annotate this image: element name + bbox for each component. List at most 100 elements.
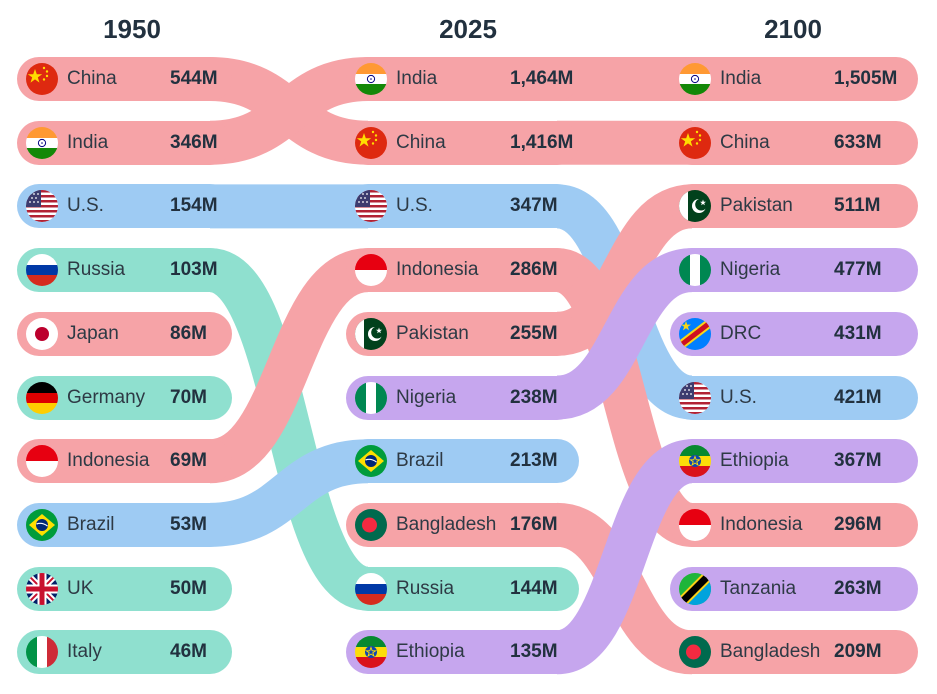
pill-bangladesh-2100: Bangladesh 209M	[670, 630, 918, 675]
pill-china-2100: China 633M	[670, 120, 918, 165]
population-value: 296M	[834, 513, 882, 535]
population-value: 633M	[834, 131, 882, 153]
pill-china-1950: China 544M	[17, 57, 232, 101]
pill-tanzania-2100: Tanzania 263M	[670, 566, 918, 611]
ribbon-nigeria-2025-2100	[554, 248, 695, 420]
country-name: Brazil	[67, 513, 115, 535]
flag-bd-icon	[355, 508, 387, 541]
population-value: 347M	[510, 195, 558, 217]
country-name: U.S.	[67, 195, 104, 217]
pill-italy-1950: Italy 46M	[17, 630, 232, 675]
population-value: 421M	[834, 386, 882, 408]
flag-us-icon	[679, 381, 711, 414]
pill-pakistan-2100: Pakistan 511M	[670, 184, 918, 229]
country-name: Bangladesh	[396, 513, 497, 535]
flag-us-icon	[355, 190, 387, 223]
population-value: 135M	[510, 641, 558, 663]
pill-indonesia-1950: Indonesia 69M	[17, 439, 232, 484]
flag-ng-icon	[355, 381, 387, 414]
flag-gb-icon	[26, 572, 58, 605]
country-name: UK	[67, 577, 94, 599]
flag-ng-icon	[679, 254, 711, 287]
country-name: Nigeria	[396, 386, 457, 408]
country-name: India	[720, 68, 762, 89]
population-value: 544M	[170, 68, 218, 89]
country-name: Nigeria	[720, 259, 781, 281]
population-value: 70M	[170, 386, 207, 408]
pill-brazil-2025: Brazil 213M	[346, 439, 579, 484]
ribbon-russia-1950-2025	[206, 248, 372, 611]
ribbon-indonesia-2025-2100	[552, 248, 697, 547]
flag-et-icon	[679, 445, 711, 478]
country-name: China	[396, 131, 446, 153]
pill-india-2100: India 1,505M	[670, 57, 918, 101]
pill-china-2025: China 1,416M	[346, 120, 579, 165]
year-header-2025: 2025	[439, 14, 497, 44]
country-name: India	[396, 68, 438, 89]
country-name: Pakistan	[396, 322, 469, 344]
population-value: 286M	[510, 259, 558, 281]
flag-jp-icon	[26, 317, 58, 350]
population-value: 53M	[170, 513, 207, 535]
flag-in-icon	[355, 63, 387, 95]
pill-u-s-2025: U.S. 347M	[346, 184, 579, 229]
flag-cn-icon	[355, 126, 387, 159]
flag-id-icon	[679, 508, 711, 541]
pill-japan-1950: Japan 86M	[17, 311, 232, 356]
flag-pk-icon	[679, 190, 711, 223]
country-name: Ethiopia	[396, 641, 465, 663]
country-name: Tanzania	[720, 577, 797, 599]
country-name: India	[67, 131, 109, 153]
population-value: 511M	[834, 195, 881, 217]
population-value: 1,464M	[510, 68, 574, 89]
flag-br-icon	[26, 508, 58, 541]
pill-ethiopia-2100: Ethiopia 367M	[670, 439, 918, 484]
pill-bangladesh-2025: Bangladesh 176M	[346, 502, 579, 547]
flag-bd-icon	[679, 636, 711, 669]
flag-id-icon	[26, 445, 58, 478]
pill-u-s-2100: U.S. 421M	[670, 375, 918, 420]
pill-u-s-1950: U.S. 154M	[17, 184, 232, 229]
pill-india-1950: India 346M	[17, 120, 232, 165]
flag-cn-icon	[679, 126, 711, 159]
country-name: U.S.	[720, 386, 757, 408]
country-name: U.S.	[396, 195, 433, 217]
flag-et-icon	[355, 636, 387, 669]
country-name: Indonesia	[396, 259, 479, 281]
pill-uk-1950: UK 50M	[17, 566, 232, 611]
flag-pk-icon	[355, 317, 387, 350]
flag-cd-icon	[679, 317, 711, 350]
population-value: 1,505M	[834, 68, 898, 89]
population-value: 209M	[834, 641, 882, 663]
population-value: 213M	[510, 450, 558, 472]
population-value: 255M	[510, 322, 558, 344]
flag-de-icon	[26, 381, 58, 414]
flag-br-icon	[355, 445, 387, 478]
population-value: 144M	[510, 577, 558, 599]
country-name: Indonesia	[67, 450, 150, 472]
population-value: 1,416M	[510, 131, 574, 153]
ribbon-indonesia-1950-2025	[207, 248, 371, 484]
pill-pakistan-2025: Pakistan 255M	[346, 311, 579, 356]
pill-india-2025: India 1,464M	[346, 57, 579, 101]
population-value: 431M	[834, 322, 882, 344]
population-value: 176M	[510, 513, 558, 535]
population-value: 103M	[170, 259, 218, 281]
pill-nigeria-2025: Nigeria 238M	[346, 375, 579, 420]
flag-in-icon	[679, 63, 711, 95]
pill-russia-2025: Russia 144M	[346, 566, 579, 611]
population-value: 69M	[170, 450, 207, 472]
population-value: 263M	[834, 577, 882, 599]
ribbon-ethiopia-2025-2100	[553, 439, 696, 675]
ribbon-pakistan-2025-2100	[554, 184, 695, 356]
flag-it-icon	[26, 636, 58, 669]
country-name: Japan	[67, 322, 119, 344]
country-name: Ethiopia	[720, 450, 789, 472]
flag-ru-icon	[355, 572, 387, 605]
population-value: 367M	[834, 450, 882, 472]
pill-brazil-1950: Brazil 53M	[17, 502, 232, 547]
flag-id-icon	[355, 254, 387, 287]
country-name: China	[67, 68, 117, 89]
